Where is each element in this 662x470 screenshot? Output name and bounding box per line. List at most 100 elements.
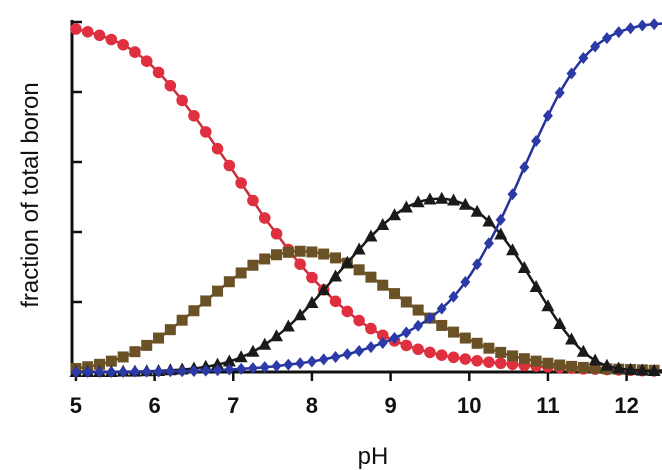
data-point bbox=[413, 319, 424, 332]
data-point bbox=[281, 319, 295, 332]
data-point bbox=[82, 366, 93, 378]
data-point bbox=[400, 296, 412, 308]
data-point bbox=[388, 208, 402, 221]
data-point bbox=[517, 261, 531, 274]
data-point bbox=[554, 86, 565, 99]
data-point bbox=[164, 79, 177, 92]
data-point bbox=[294, 258, 306, 271]
data-point bbox=[576, 344, 590, 357]
data-point bbox=[542, 109, 553, 122]
data-point bbox=[153, 365, 164, 378]
data-point bbox=[578, 52, 589, 65]
data-point bbox=[317, 283, 331, 296]
axes: 5 6 7 8 9 10 11 12 bbox=[70, 20, 662, 418]
data-point bbox=[436, 302, 447, 315]
data-point bbox=[365, 322, 377, 335]
data-point bbox=[647, 363, 661, 376]
series-square bbox=[70, 245, 662, 376]
data-point bbox=[129, 46, 141, 58]
data-point bbox=[295, 357, 306, 370]
data-point bbox=[364, 229, 378, 242]
data-point bbox=[483, 237, 494, 250]
data-point bbox=[176, 314, 188, 326]
data-point bbox=[590, 40, 601, 53]
data-point bbox=[494, 227, 508, 240]
data-point bbox=[164, 324, 176, 336]
data-point bbox=[330, 252, 342, 264]
data-point bbox=[330, 350, 341, 363]
data-point bbox=[222, 354, 236, 367]
data-point bbox=[448, 326, 460, 338]
data-point bbox=[506, 243, 520, 256]
data-point bbox=[141, 339, 153, 351]
data-point bbox=[352, 242, 366, 255]
data-point bbox=[305, 296, 319, 309]
data-point bbox=[271, 249, 283, 261]
data-point bbox=[424, 312, 435, 325]
data-point bbox=[507, 350, 519, 362]
data-point bbox=[94, 358, 106, 370]
data-point bbox=[448, 290, 459, 303]
data-point bbox=[211, 357, 225, 370]
data-point bbox=[247, 194, 259, 207]
x-tick-label: 5 bbox=[70, 393, 82, 418]
data-point bbox=[542, 357, 554, 369]
data-point bbox=[94, 366, 105, 378]
data-point bbox=[294, 245, 306, 257]
data-point bbox=[612, 361, 626, 374]
data-point bbox=[211, 142, 224, 155]
data-point bbox=[235, 177, 247, 189]
data-point bbox=[259, 253, 271, 265]
data-point bbox=[458, 197, 472, 210]
x-tick-label: 6 bbox=[148, 393, 160, 418]
data-point bbox=[140, 55, 153, 67]
data-point bbox=[247, 259, 259, 271]
data-point bbox=[470, 204, 484, 217]
series-layer bbox=[69, 18, 662, 378]
data-point bbox=[625, 22, 636, 35]
data-point bbox=[188, 305, 200, 317]
data-point bbox=[354, 345, 365, 357]
data-point bbox=[306, 355, 317, 368]
data-point bbox=[270, 227, 283, 240]
data-point bbox=[318, 353, 329, 366]
data-point bbox=[306, 271, 318, 284]
data-point bbox=[258, 337, 272, 350]
data-point bbox=[389, 332, 400, 345]
data-point bbox=[483, 342, 495, 354]
data-point bbox=[306, 246, 318, 258]
series-line bbox=[75, 27, 662, 373]
data-point bbox=[613, 26, 624, 39]
data-point bbox=[212, 285, 224, 297]
data-point bbox=[270, 329, 284, 342]
data-point bbox=[353, 264, 365, 276]
data-point bbox=[365, 271, 377, 283]
data-point bbox=[212, 364, 223, 377]
data-point bbox=[247, 362, 258, 375]
axis-labels: pH fraction of total boron bbox=[17, 82, 388, 470]
data-point bbox=[435, 191, 449, 204]
data-point bbox=[624, 362, 638, 375]
data-point bbox=[341, 305, 354, 318]
data-point bbox=[495, 346, 507, 358]
data-point bbox=[436, 319, 448, 331]
data-point bbox=[223, 159, 236, 172]
data-point bbox=[483, 356, 495, 369]
data-point bbox=[412, 343, 424, 356]
data-point bbox=[649, 18, 660, 31]
data-point bbox=[376, 218, 390, 230]
data-point bbox=[589, 362, 601, 374]
data-point bbox=[495, 213, 506, 226]
data-point bbox=[518, 353, 530, 365]
data-point bbox=[117, 38, 129, 51]
data-point bbox=[472, 258, 483, 271]
data-point bbox=[507, 188, 518, 201]
data-point bbox=[377, 336, 388, 349]
data-point bbox=[152, 66, 165, 79]
data-point bbox=[106, 366, 117, 378]
data-point bbox=[165, 365, 176, 378]
data-point bbox=[117, 351, 129, 363]
data-point bbox=[401, 326, 412, 339]
data-point bbox=[129, 346, 141, 358]
data-point bbox=[423, 192, 437, 205]
